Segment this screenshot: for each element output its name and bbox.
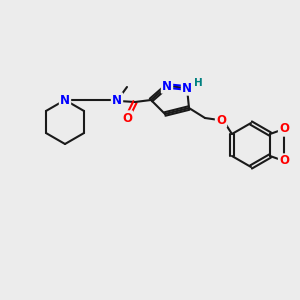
Text: H: H [194, 78, 202, 88]
Text: O: O [216, 113, 226, 127]
Text: N: N [162, 80, 172, 92]
Text: O: O [122, 112, 132, 124]
Text: N: N [112, 94, 122, 106]
Text: N: N [60, 94, 70, 106]
Text: N: N [182, 82, 192, 94]
Text: O: O [279, 122, 289, 136]
Text: O: O [279, 154, 289, 167]
